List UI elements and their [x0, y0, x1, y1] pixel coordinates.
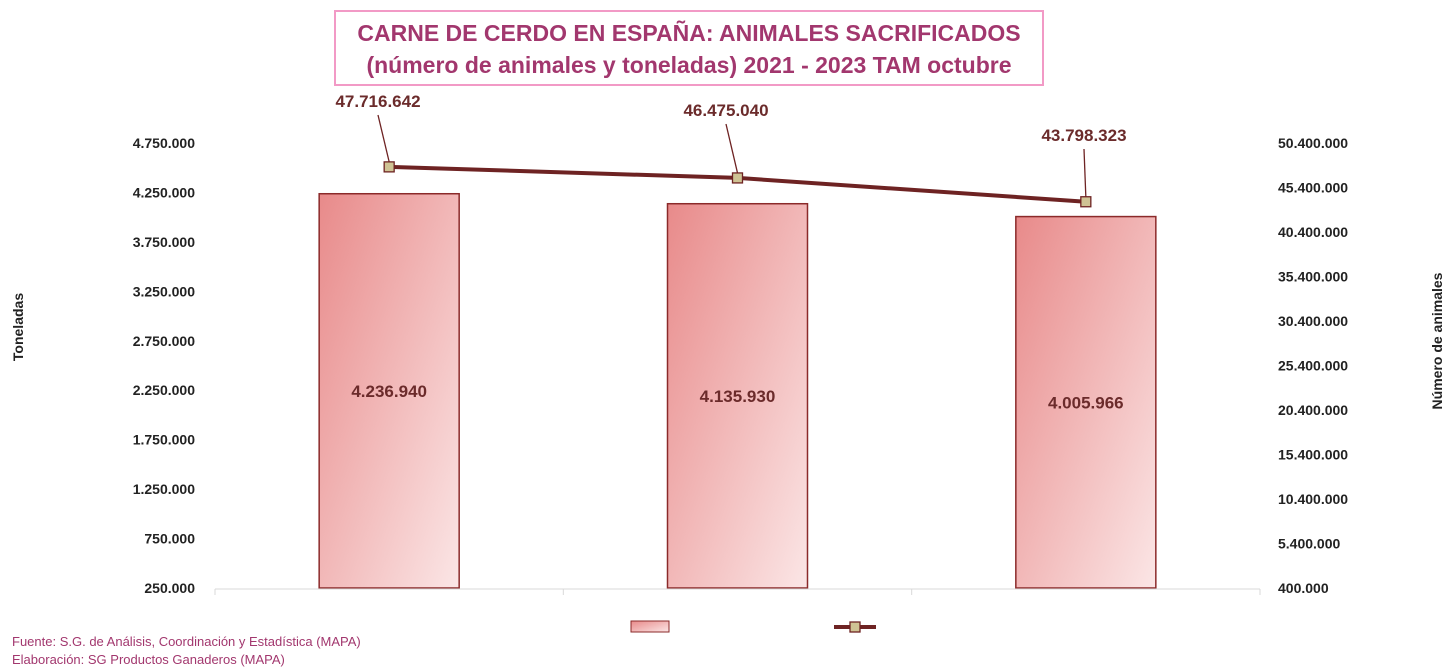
chart-subtitle: (número de animales y toneladas) 2021 - … [366, 52, 1012, 78]
y-right-tick-label: 40.400.000 [1278, 224, 1348, 240]
y-left-tick-label: 1.250.000 [133, 481, 195, 497]
bar [318, 192, 460, 589]
line-data-label: 43.798.323 [1041, 126, 1126, 145]
y-left-tick-label: 1.750.000 [133, 432, 195, 448]
leader-line [1083, 148, 1087, 197]
y-right-tick-label: 25.400.000 [1278, 358, 1348, 374]
line-point [1080, 196, 1092, 208]
y-left-tick-label: 3.250.000 [133, 283, 195, 299]
chart-title-box: CARNE DE CERDO EN ESPAÑA: ANIMALES SACRI… [334, 10, 1044, 86]
bar-data-label: 4.005.966 [1048, 393, 1124, 412]
legend-line-marker [849, 621, 861, 633]
elaboration-note: Elaboración: SG Productos Ganaderos (MAP… [12, 652, 285, 667]
y-right-tick-label: 30.400.000 [1278, 313, 1348, 329]
y-left-tick-label: 2.750.000 [133, 333, 195, 349]
y-left-tick-label: 4.250.000 [133, 184, 195, 200]
line-data-label: 47.716.642 [335, 92, 420, 111]
y-left-tick-label: 250.000 [144, 580, 195, 596]
y-right-tick-label: 50.400.000 [1278, 135, 1348, 151]
bar [1015, 215, 1157, 589]
line-point [383, 161, 395, 173]
y-right-tick-label: 45.400.000 [1278, 180, 1348, 196]
leader-line [377, 114, 390, 163]
y-right-axis-title: Número de animales [1429, 272, 1445, 409]
leader-line [725, 123, 739, 174]
chart-title: CARNE DE CERDO EN ESPAÑA: ANIMALES SACRI… [357, 20, 1021, 46]
line-data-label: 46.475.040 [683, 101, 768, 120]
bar-data-label: 4.236.940 [351, 382, 427, 401]
y-right-tick-label: 15.400.000 [1278, 447, 1348, 463]
y-left-tick-label: 4.750.000 [133, 135, 195, 151]
y-right-tick-label: 400.000 [1278, 580, 1329, 596]
y-right-tick-label: 20.400.000 [1278, 402, 1348, 418]
y-right-tick-label: 10.400.000 [1278, 491, 1348, 507]
bar [666, 202, 809, 589]
y-left-axis-title: Toneladas [10, 293, 26, 361]
source-note: Fuente: S.G. de Análisis, Coordinación y… [12, 634, 361, 649]
bar-data-label: 4.135.930 [700, 387, 776, 406]
y-left-tick-label: 750.000 [144, 531, 195, 547]
legend-bar-swatch [630, 620, 670, 633]
y-right-tick-label: 5.400.000 [1278, 536, 1340, 552]
y-left-tick-label: 3.750.000 [133, 234, 195, 250]
y-right-tick-label: 35.400.000 [1278, 269, 1348, 285]
y-left-tick-label: 2.250.000 [133, 382, 195, 398]
line-point [731, 172, 744, 184]
